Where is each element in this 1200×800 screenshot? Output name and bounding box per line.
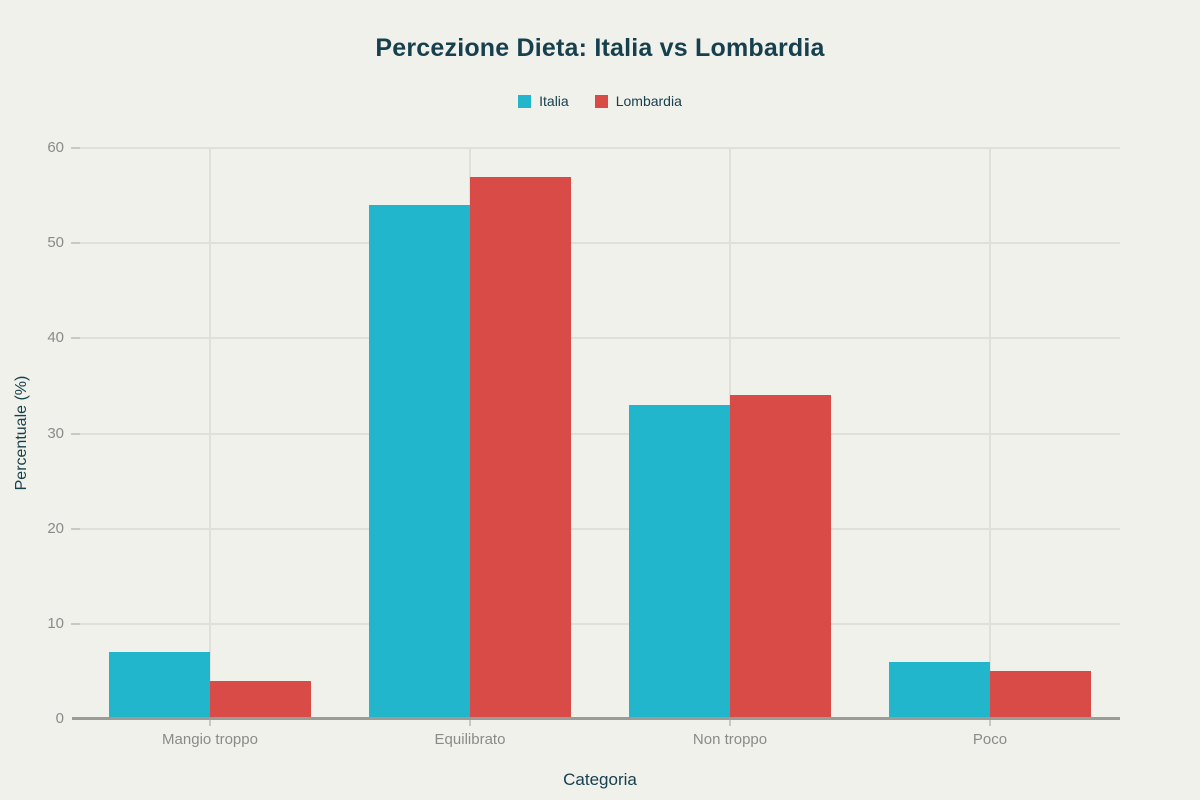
y-gridline bbox=[80, 242, 1120, 245]
legend-item-lombardia: Lombardia bbox=[594, 93, 682, 109]
x-axis-line bbox=[72, 717, 1120, 720]
x-tick-label: Non troppo bbox=[692, 731, 768, 748]
legend-item-italia: Italia bbox=[518, 93, 569, 109]
y-gridline bbox=[80, 527, 1120, 530]
bar-italia-1 bbox=[369, 205, 470, 719]
x-gridline bbox=[209, 148, 211, 719]
bar-lombardia-2 bbox=[730, 395, 831, 719]
y-tick-mark bbox=[71, 527, 80, 530]
bar-lombardia-3 bbox=[990, 671, 1091, 719]
x-gridline bbox=[989, 148, 991, 719]
y-tick-mark bbox=[71, 337, 80, 340]
bar-lombardia-1 bbox=[470, 176, 571, 719]
bar-italia-3 bbox=[889, 661, 990, 719]
y-gridline bbox=[80, 622, 1120, 625]
y-tick-label: 40 bbox=[47, 329, 64, 347]
bar-italia-2 bbox=[629, 404, 730, 719]
y-tick-mark bbox=[71, 432, 80, 435]
x-tick-label: Mangio troppo bbox=[162, 731, 258, 748]
x-tick-mark bbox=[209, 720, 211, 726]
legend-swatch-lombardia bbox=[594, 94, 608, 108]
y-tick-mark bbox=[71, 147, 80, 149]
bar-lombardia-0 bbox=[210, 680, 311, 719]
x-tick-label: Poco bbox=[972, 731, 1008, 748]
y-tick-label: 60 bbox=[47, 139, 64, 156]
plot-area bbox=[80, 147, 1120, 719]
x-tick-mark bbox=[989, 720, 991, 726]
y-tick-label: 30 bbox=[47, 424, 64, 442]
y-tick-label: 0 bbox=[55, 710, 64, 727]
x-tick-mark bbox=[469, 720, 471, 726]
y-tick-label: 20 bbox=[47, 519, 64, 537]
x-axis-title: Categoria bbox=[563, 770, 637, 789]
y-gridline bbox=[80, 337, 1120, 340]
legend-label-lombardia: Lombardia bbox=[615, 93, 682, 109]
y-tick-mark bbox=[71, 242, 80, 245]
chart-title: Percezione Dieta: Italia vs Lombardia bbox=[375, 34, 825, 62]
legend-label-italia: Italia bbox=[539, 93, 569, 109]
y-tick-label: 50 bbox=[47, 234, 64, 252]
y-tick-mark bbox=[71, 622, 80, 625]
legend-swatch-italia bbox=[518, 94, 532, 108]
legend: Italia Lombardia bbox=[0, 93, 1200, 109]
x-tick-label: Equilibrato bbox=[434, 731, 506, 748]
y-tick-label: 10 bbox=[47, 614, 64, 632]
y-gridline bbox=[80, 147, 1120, 149]
x-tick-mark bbox=[729, 720, 731, 726]
bar-italia-0 bbox=[109, 652, 210, 719]
y-gridline bbox=[80, 432, 1120, 435]
